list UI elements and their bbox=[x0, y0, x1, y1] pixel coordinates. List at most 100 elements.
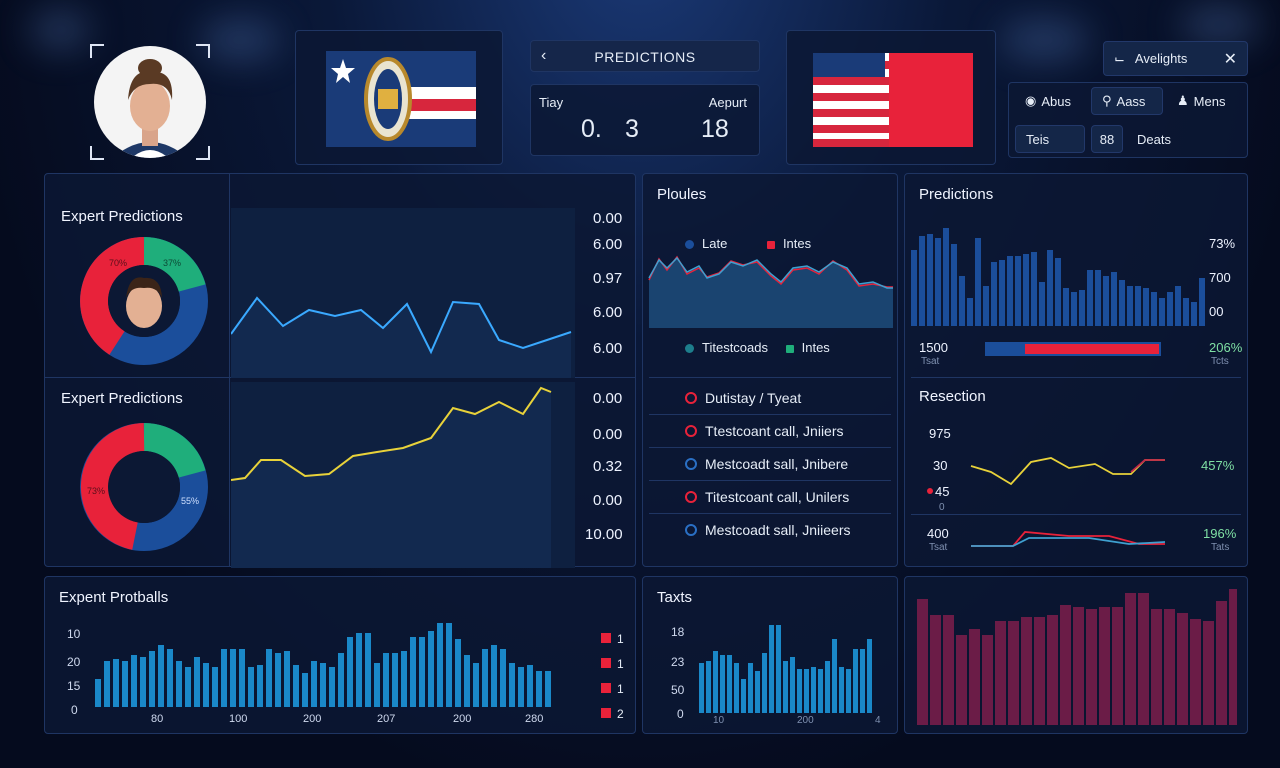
analytics-label: Avelights bbox=[1134, 51, 1188, 66]
picks-list-item[interactable]: Mestcoadt sall, Jniieers bbox=[649, 514, 891, 547]
chart1-ytick-3: 6.00 bbox=[593, 304, 623, 321]
player-avatar bbox=[94, 46, 206, 158]
purple-bar-panel bbox=[904, 576, 1248, 734]
bm-ytick-0: 18 bbox=[671, 625, 685, 639]
donut-2-left-pct: 73% bbox=[87, 486, 105, 496]
close-icon[interactable]: ✕ bbox=[1223, 50, 1237, 68]
score-right-label: Aepurt bbox=[708, 95, 747, 110]
bl-legend-item-3[interactable]: 2 bbox=[601, 702, 624, 727]
team-flag-left bbox=[326, 51, 476, 147]
stat-right-label: Deats bbox=[1137, 131, 1171, 147]
picks-list-item[interactable]: Mestcoadt sall, Jnibere bbox=[649, 448, 891, 481]
res-right-top: 457% bbox=[1201, 458, 1235, 473]
bl-xtick: 80 bbox=[151, 713, 164, 725]
chart2-ytick-3: 0.00 bbox=[593, 492, 623, 509]
expert-predictions-panel: Expert Predictions 70% 37% 0.00 6.00 0.9… bbox=[44, 173, 636, 568]
donut-1-right-pct: 37% bbox=[163, 258, 181, 268]
picks-list-item[interactable]: Titestcoant call, Unilers bbox=[649, 481, 891, 514]
page-title: PREDICTIONS bbox=[594, 49, 696, 65]
status-ring-icon bbox=[685, 425, 697, 437]
tab-mens[interactable]: ♟ Mens bbox=[1167, 87, 1245, 115]
predictions-panel: Predictions 73% 700 00 1500 Tsat 206% Tc… bbox=[904, 173, 1248, 567]
team-flag-panel-right bbox=[786, 30, 996, 165]
chart1-ytick-2: 0.97 bbox=[593, 270, 623, 287]
bl-xtick: 207 bbox=[377, 713, 396, 725]
stat-right[interactable]: Deats bbox=[1127, 125, 1245, 153]
picks-panel: Ploules Late Intes Titestcoads Intes Dut… bbox=[642, 173, 898, 567]
bm-ytick-3: 0 bbox=[677, 707, 684, 721]
tab-abus-label: Abus bbox=[1041, 93, 1071, 109]
bm-xtick-2: 4 bbox=[875, 715, 881, 726]
chart2-ytick-0: 0.00 bbox=[593, 390, 623, 407]
toolbar-tabs-panel: ◉ Abus ⚲ Aass ♟ Mens Teis 88 Deats bbox=[1008, 82, 1248, 158]
expert-predictions-title-1: Expert Predictions bbox=[61, 208, 183, 225]
res-marker-dot bbox=[927, 488, 933, 494]
status-ring-icon bbox=[685, 392, 697, 404]
search-icon: ⚲ bbox=[1102, 93, 1112, 108]
tab-aass-label: Aass bbox=[1116, 93, 1146, 109]
picks-list-item[interactable]: Ttestcoant call, Jniiers bbox=[649, 415, 891, 448]
chart1-ytick-0: 0.00 bbox=[593, 210, 623, 227]
bm-xtick-1: 200 bbox=[797, 715, 814, 726]
score-left: 0. bbox=[581, 115, 602, 143]
stat-value[interactable]: 88 bbox=[1091, 125, 1123, 153]
status-ring-icon bbox=[685, 524, 697, 536]
player-avatar-frame[interactable] bbox=[90, 44, 210, 160]
legend-item-intes[interactable]: Intes bbox=[766, 236, 811, 251]
score-mid: 3 bbox=[625, 115, 639, 143]
status-ring-icon bbox=[685, 458, 697, 470]
expent-protballs-panel: Expent Protballs 10 20 15 0 80 100 200 207 2… bbox=[44, 576, 636, 734]
tab-aass[interactable]: ⚲ Aass bbox=[1091, 87, 1163, 115]
pred-ytick-2: 00 bbox=[1209, 304, 1224, 319]
legend-item-late[interactable]: Late bbox=[685, 236, 727, 251]
back-chevron-icon[interactable]: ‹ bbox=[541, 47, 547, 64]
bl-xtick: 200 bbox=[303, 713, 322, 725]
res-ytick-4: 400 bbox=[927, 526, 949, 541]
predictions-title: Predictions bbox=[919, 186, 994, 203]
taxts-title: Taxts bbox=[657, 589, 693, 606]
bl-ytick-1: 20 bbox=[67, 655, 81, 669]
picks-list-item[interactable]: Dutistay / Tyeat bbox=[649, 382, 891, 415]
predictions-bar-chart bbox=[911, 228, 1205, 326]
chart2-ytick-2: 0.32 bbox=[593, 458, 623, 475]
res-ytick-0: 975 bbox=[929, 426, 951, 441]
score-right: 18 bbox=[701, 115, 729, 143]
expent-protballs-title: Expent Protballs bbox=[59, 589, 169, 606]
picks-list-item-label: Mestcoadt sall, Jniieers bbox=[705, 522, 851, 538]
purple-bar-chart bbox=[917, 589, 1237, 725]
picks-list-item-label: Dutistay / Tyeat bbox=[705, 390, 802, 406]
stat-left-label: Teis bbox=[1026, 131, 1050, 147]
team-flag-panel-left bbox=[295, 30, 503, 165]
bl-legend-item-2[interactable]: 1 bbox=[601, 677, 624, 702]
bm-ytick-1: 23 bbox=[671, 655, 685, 669]
bl-ytick-3: 0 bbox=[71, 703, 78, 717]
score-panel: Tiay Aepurt 0. 3 18 bbox=[530, 84, 760, 156]
line-chart-1 bbox=[231, 208, 575, 378]
chart-icon: ⌙ bbox=[1114, 50, 1125, 66]
expert-predictions-title-2: Expert Predictions bbox=[61, 390, 183, 407]
pred-ytick-0: 73% bbox=[1209, 236, 1236, 251]
res-ytick-5: Tsat bbox=[929, 542, 948, 553]
pred-bar-right-sub: Tcts bbox=[1211, 356, 1229, 367]
score-left-label: Tiay bbox=[539, 95, 564, 110]
res-right-bottom-sub: Tats bbox=[1211, 542, 1230, 553]
chart1-ytick-1: 6.00 bbox=[593, 236, 623, 253]
pred-bar-left-value: 1500 bbox=[919, 340, 948, 355]
analytics-button[interactable]: ⌙ Avelights ✕ bbox=[1103, 41, 1248, 76]
tab-mens-label: Mens bbox=[1193, 93, 1226, 109]
picks-title: Ploules bbox=[657, 186, 707, 203]
chart1-ytick-4: 6.00 bbox=[593, 340, 623, 357]
legend-item-intes-2[interactable]: Intes bbox=[785, 340, 830, 355]
chart2-ytick-4: 10.00 bbox=[585, 526, 623, 543]
tab-abus[interactable]: ◉ Abus bbox=[1015, 87, 1093, 115]
user-icon: ♟ bbox=[1177, 93, 1189, 108]
legend-item-titestcoads[interactable]: Titestcoads bbox=[685, 340, 768, 355]
bl-legend-item-0[interactable]: 1 bbox=[601, 627, 624, 652]
donut-1-left-pct: 70% bbox=[109, 258, 127, 268]
stat-left[interactable]: Teis bbox=[1015, 125, 1085, 153]
bl-xtick: 100 bbox=[229, 713, 248, 725]
bl-legend-item-1[interactable]: 1 bbox=[601, 652, 624, 677]
resection-title: Resection bbox=[919, 388, 986, 405]
picks-list-item-label: Titestcoant call, Unilers bbox=[705, 489, 850, 505]
stat-value-label: 88 bbox=[1099, 131, 1115, 147]
